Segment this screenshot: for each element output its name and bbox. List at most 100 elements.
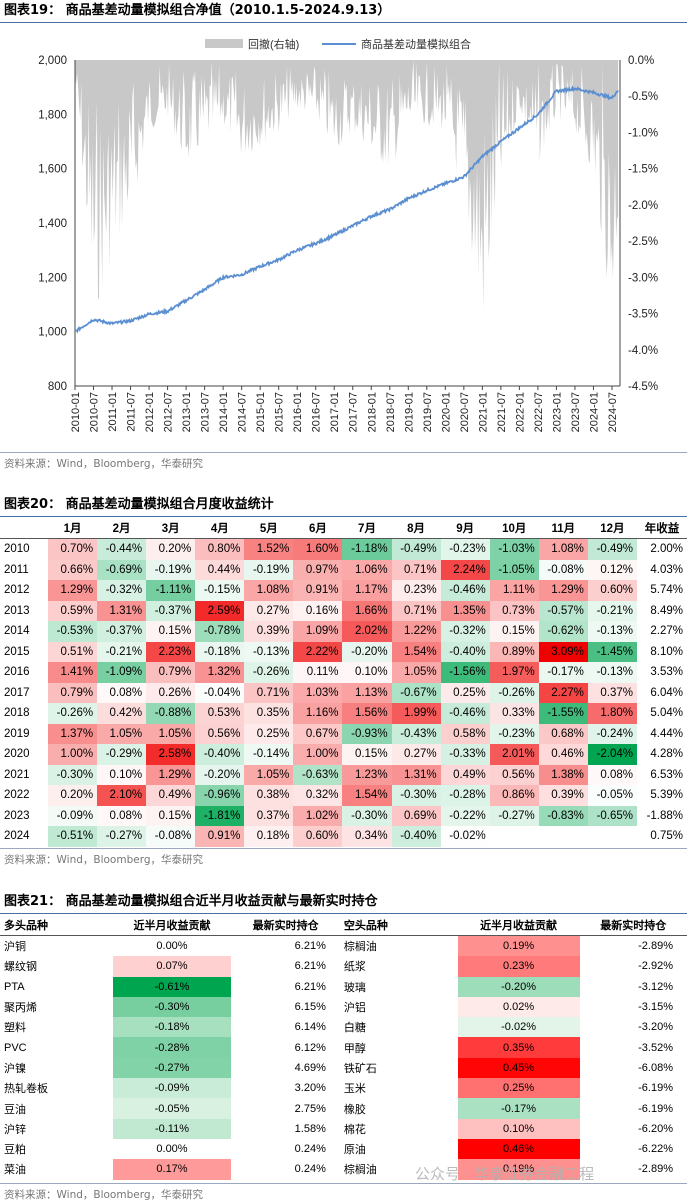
annual-return-cell: 4.28% <box>650 748 683 761</box>
long-name-cell: PVC <box>4 1041 27 1054</box>
year-cell: 2016 <box>4 666 30 679</box>
table-row: 聚丙烯 -0.30% 6.15% 沪铝 0.02% -3.15% <box>0 996 687 1018</box>
x-tick-label: 2023-07 <box>570 392 582 432</box>
month-return-cell: -0.27% <box>489 805 539 826</box>
position-header: 近半月收益贡献 <box>112 915 232 936</box>
short-name-cell: 橡胶 <box>343 1103 366 1116</box>
short-name-cell: 甲醇 <box>343 1042 366 1055</box>
y2-tick-label: -0.5% <box>628 91 658 103</box>
table-row: 2015 0.51% -0.21% 2.23% -0.18% -0.13% 2.22% -0.… <box>0 641 687 662</box>
short-name-cell: 棕榈油 <box>343 941 377 954</box>
table-row: 2012 1.29% -0.32% -1.11% -0.15% 1.08% 0.91% 1.1… <box>0 580 687 601</box>
short-contribution-cell: 0.35% <box>457 1037 580 1058</box>
month-return-cell: 1.23% <box>342 764 392 785</box>
month-return-cell: -0.24% <box>587 723 637 744</box>
table-row: 2023 -0.09% 0.08% 0.15% -1.81% 0.37% 1.02% -0.3… <box>0 805 687 826</box>
month-return-cell: -0.19% <box>146 559 196 580</box>
month-header: 6月 <box>293 518 343 539</box>
month-return-cell: -0.53% <box>48 621 98 642</box>
short-position-cell: -3.15% <box>638 1001 673 1014</box>
month-return-cell: 2.59% <box>195 600 245 621</box>
long-name-cell: 热轧卷板 <box>4 1083 48 1096</box>
fig21-title: 图表21： 商品基差动量模拟组合近半月收益贡献与最新实时持仓 <box>0 891 687 914</box>
month-return-cell: 0.60% <box>293 826 343 847</box>
long-contribution-cell: -0.09% <box>112 1078 232 1099</box>
x-tick-label: 2019-01 <box>403 392 415 432</box>
legend-drawdown-label: 回撤(右轴) <box>248 37 299 51</box>
x-tick-label: 2015-07 <box>274 392 286 432</box>
short-name-cell: 铁矿石 <box>343 1062 377 1075</box>
drawdown-area <box>75 60 619 312</box>
month-return-cell: 0.79% <box>146 662 196 683</box>
month-return-cell: 3.09% <box>538 641 588 662</box>
month-return-cell: -0.19% <box>244 559 294 580</box>
month-return-cell: 1.05% <box>244 764 294 785</box>
month-return-cell: -0.08% <box>146 826 196 847</box>
month-return-cell: -0.43% <box>391 723 441 744</box>
month-return-cell: 0.80% <box>195 538 245 560</box>
table-row: PVC -0.28% 6.12% 甲醇 0.35% -3.52% <box>0 1037 687 1058</box>
year-cell: 2024 <box>4 830 30 843</box>
month-return-cell: 0.25% <box>440 682 490 703</box>
x-tick-label: 2016-01 <box>292 392 304 432</box>
short-contribution-cell: 0.19% <box>457 1159 580 1180</box>
x-tick-label: 2022-07 <box>533 392 545 432</box>
month-return-cell: -0.44% <box>97 538 147 560</box>
legend-nav-label: 商品基差动量模拟组合 <box>361 37 471 51</box>
x-tick-label: 2010-01 <box>70 392 82 432</box>
long-contribution-cell: 0.17% <box>112 1159 232 1180</box>
month-return-cell: -0.40% <box>440 641 490 662</box>
long-contribution-cell: -0.28% <box>112 1037 232 1058</box>
month-return-cell: 0.38% <box>244 785 294 806</box>
month-return-cell: -1.56% <box>440 662 490 683</box>
month-return-cell: -0.88% <box>146 703 196 724</box>
month-return-cell: 0.23% <box>391 580 441 601</box>
month-return-cell: -0.26% <box>489 682 539 703</box>
month-return-cell: 0.26% <box>146 682 196 703</box>
year-cell: 2014 <box>4 625 30 638</box>
month-return-cell: -0.29% <box>97 744 147 765</box>
month-return-cell: -0.26% <box>244 662 294 683</box>
month-return-cell: 0.37% <box>244 805 294 826</box>
month-return-cell: 1.32% <box>195 662 245 683</box>
month-return-cell: 0.60% <box>587 580 637 601</box>
month-return-cell: -0.62% <box>538 621 588 642</box>
month-return-cell: -0.49% <box>391 538 441 560</box>
month-return-cell: -0.18% <box>195 641 245 662</box>
x-tick-label: 2015-01 <box>255 392 267 432</box>
month-header: 11月 <box>538 518 588 539</box>
watermark: 公众号 · 华泰证券金融工程 <box>415 1165 595 1183</box>
month-return-cell: -0.32% <box>97 580 147 601</box>
short-position-cell: -6.20% <box>638 1122 673 1135</box>
short-contribution-cell: 0.10% <box>457 1118 580 1139</box>
annual-return-cell: 5.04% <box>650 707 683 720</box>
x-tick-label: 2021-01 <box>477 392 489 432</box>
annual-return-cell: 8.10% <box>650 645 683 658</box>
long-position-cell: 6.14% <box>294 1021 326 1034</box>
month-return-cell: -1.55% <box>538 703 588 724</box>
month-return-cell: -0.78% <box>195 621 245 642</box>
month-return-cell: 1.80% <box>587 703 637 724</box>
year-cell: 2013 <box>4 604 30 617</box>
month-return-cell: 1.16% <box>293 703 343 724</box>
annual-header: 年收益 <box>637 518 687 539</box>
month-return-cell: -0.20% <box>342 641 392 662</box>
month-return-cell: 0.37% <box>587 682 637 703</box>
month-return-cell: 1.54% <box>391 641 441 662</box>
month-return-cell: -0.15% <box>195 580 245 601</box>
short-position-cell: -3.52% <box>638 1041 673 1054</box>
month-return-cell: 0.42% <box>97 703 147 724</box>
month-return-cell: 0.15% <box>342 744 392 765</box>
x-tick-label: 2011-01 <box>107 392 119 432</box>
x-tick-label: 2013-01 <box>181 392 193 432</box>
month-return-cell: 0.71% <box>391 559 441 580</box>
annual-return-cell: 6.04% <box>650 686 683 699</box>
month-header: 3月 <box>146 518 196 539</box>
month-return-cell: 0.35% <box>244 703 294 724</box>
month-return-cell: -1.03% <box>489 538 539 560</box>
month-return-cell: 0.49% <box>440 764 490 785</box>
month-return-cell: -0.21% <box>587 600 637 621</box>
month-return-cell: -0.26% <box>48 703 98 724</box>
year-cell: 2015 <box>4 645 30 658</box>
year-cell: 2023 <box>4 809 30 822</box>
